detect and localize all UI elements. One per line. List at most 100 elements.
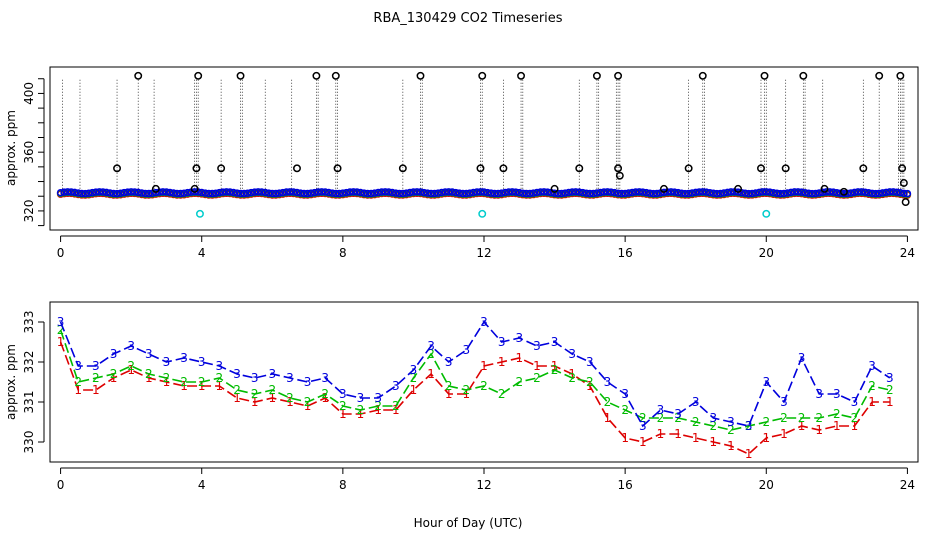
outlier-point xyxy=(614,164,623,173)
series-point-1: 1 xyxy=(321,391,329,405)
series-point-2: 2 xyxy=(286,391,294,405)
outlier-point xyxy=(757,164,765,173)
series-point-3: 3 xyxy=(886,371,894,385)
bottom-y-tick-label: 333 xyxy=(22,311,36,334)
series-point-1: 1 xyxy=(657,427,665,441)
baseline-point xyxy=(773,189,781,198)
baseline-point xyxy=(815,189,823,197)
top-y-axis-label: approx. ppm xyxy=(4,110,18,186)
baseline-point xyxy=(473,188,481,196)
outlier-point xyxy=(236,71,245,80)
series-point-2: 2 xyxy=(780,411,788,425)
series-point-2: 2 xyxy=(886,383,894,397)
baseline-point xyxy=(536,188,545,196)
baseline-point xyxy=(317,188,326,196)
baseline-point xyxy=(229,188,238,197)
top-y-tick-label: 400 xyxy=(22,82,36,105)
baseline-point xyxy=(783,189,792,197)
series-point-1: 1 xyxy=(727,439,735,453)
baseline-point xyxy=(145,189,153,198)
series-point-1: 1 xyxy=(410,383,418,397)
baseline-point xyxy=(610,188,619,197)
baseline-point xyxy=(423,189,432,197)
series-point-2: 2 xyxy=(427,347,435,361)
outlier-point xyxy=(293,164,301,173)
top-y-tick-label: 320 xyxy=(22,199,36,222)
baseline-point xyxy=(896,189,905,197)
baseline-point xyxy=(684,189,693,198)
baseline-point xyxy=(903,189,912,198)
baseline-point xyxy=(462,189,471,198)
baseline-point xyxy=(829,188,838,196)
series-line-2 xyxy=(59,329,890,431)
baseline-point xyxy=(307,189,315,197)
baseline-point xyxy=(797,188,806,196)
series-point-1: 1 xyxy=(568,367,576,381)
series-point-2: 2 xyxy=(533,371,541,385)
series-point-2: 2 xyxy=(692,415,700,429)
baseline-point xyxy=(300,189,308,198)
top-spike-lines xyxy=(61,79,905,194)
baseline-point xyxy=(497,189,506,197)
baseline-point xyxy=(120,188,128,197)
baseline-point xyxy=(579,188,587,197)
baseline-point xyxy=(434,189,442,197)
series-point-3: 3 xyxy=(692,395,700,409)
baseline-point xyxy=(127,188,135,196)
outlier-point xyxy=(760,71,769,80)
baseline-point xyxy=(130,188,139,196)
baseline-point xyxy=(176,189,185,198)
baseline-point xyxy=(748,189,756,198)
series-point-2: 2 xyxy=(851,411,859,425)
outlier-point xyxy=(896,71,905,80)
series-point-2: 2 xyxy=(762,415,770,429)
baseline-point xyxy=(349,188,358,196)
baseline-point xyxy=(346,188,354,196)
baseline-point xyxy=(833,189,841,197)
baseline-point xyxy=(240,189,248,198)
baseline-point xyxy=(808,189,816,198)
outlier-point xyxy=(899,179,908,187)
baseline-point xyxy=(660,188,668,197)
baseline-point xyxy=(811,189,820,198)
series-point-3: 3 xyxy=(621,387,629,401)
baseline-point xyxy=(448,188,456,196)
series-point-3: 3 xyxy=(180,351,188,365)
baseline-point xyxy=(522,189,531,198)
series-point-2: 2 xyxy=(321,387,329,401)
baseline-point xyxy=(639,188,647,196)
series-point-2: 2 xyxy=(339,399,347,413)
outlier-point xyxy=(839,187,848,196)
baseline-point xyxy=(677,189,686,198)
series-point-1: 1 xyxy=(163,375,171,389)
baseline-point xyxy=(624,189,633,197)
outlier-point xyxy=(859,164,868,173)
baseline-point xyxy=(257,188,266,196)
baseline-point xyxy=(113,189,121,198)
series-point-1: 1 xyxy=(798,419,806,433)
baseline-point xyxy=(635,188,644,196)
series-point-2: 2 xyxy=(392,399,400,413)
baseline-point xyxy=(102,188,111,197)
top-x-tick-label: 16 xyxy=(617,246,632,260)
series-point-1: 1 xyxy=(127,363,135,377)
baseline-point xyxy=(296,189,305,197)
baseline-point xyxy=(755,188,763,197)
outlier-point xyxy=(192,164,201,173)
outlier-point xyxy=(734,184,742,193)
baseline-point xyxy=(550,189,559,197)
baseline-point xyxy=(706,188,714,197)
series-point-1: 1 xyxy=(374,403,382,417)
baseline-point xyxy=(628,188,636,197)
baseline-point xyxy=(197,188,206,197)
series-point-2: 2 xyxy=(233,383,241,397)
baseline-point xyxy=(374,188,382,197)
baseline-point xyxy=(564,188,573,197)
baseline-point xyxy=(582,189,591,197)
top-x-tick-label: 12 xyxy=(476,246,491,260)
series-point-3: 3 xyxy=(304,375,312,389)
bottom-y-axis-label: approx. ppm xyxy=(4,344,18,420)
series-point-2: 2 xyxy=(621,403,629,417)
baseline-point xyxy=(699,188,707,196)
